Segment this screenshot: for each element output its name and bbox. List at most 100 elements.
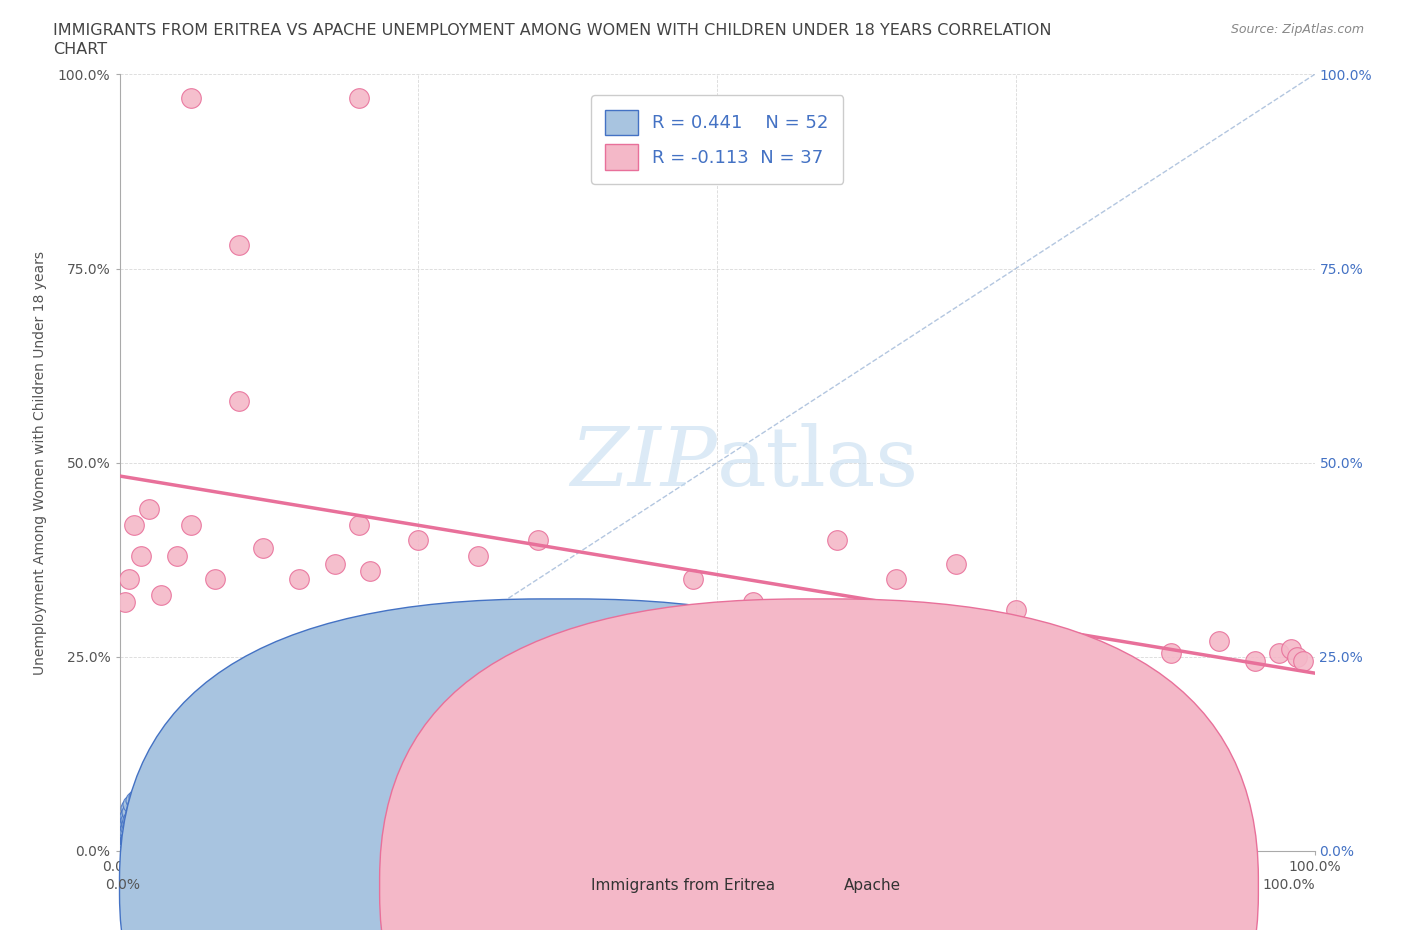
Point [118,813,141,828]
Point [145,758,166,773]
Legend: R = 0.441    N = 52, R = -0.113  N = 37: R = 0.441 N = 52, R = -0.113 N = 37 [591,95,844,184]
Point [323,556,346,571]
Point [124,801,146,816]
Point [129,549,152,564]
Text: 100.0%: 100.0% [1263,878,1315,893]
Point [1064,649,1087,664]
Text: IMMIGRANTS FROM ERITREA VS APACHE UNEMPLOYMENT AMONG WOMEN WITH CHILDREN UNDER 1: IMMIGRANTS FROM ERITREA VS APACHE UNEMPL… [53,23,1052,38]
Point [112,831,135,846]
Point [110,840,132,855]
Point [1160,645,1182,660]
Point [825,533,848,548]
Point [204,572,226,587]
Point [120,817,142,831]
Point [347,517,370,532]
Point [122,804,145,819]
Point [408,533,430,548]
Point [115,827,138,842]
Point [886,572,908,587]
Text: Source: ZipAtlas.com: Source: ZipAtlas.com [1230,23,1364,36]
Point [110,836,132,851]
Point [467,549,489,564]
Point [111,834,134,849]
Point [112,828,135,843]
Point [112,830,135,844]
Point [128,793,150,808]
Point [945,556,967,571]
Y-axis label: Unemployment Among Women with Children Under 18 years: Unemployment Among Women with Children U… [32,251,46,674]
Point [1208,634,1230,649]
Point [166,549,188,564]
Point [1285,649,1308,664]
Text: Apache: Apache [844,878,901,893]
Point [112,836,135,851]
Point [118,801,141,816]
Text: 0.0%: 0.0% [105,878,141,893]
Point [112,831,135,846]
Point [127,790,149,804]
Text: Immigrants from Eritrea: Immigrants from Eritrea [591,878,775,893]
Point [682,572,704,587]
Point [135,774,157,789]
Text: ZIP: ZIP [571,422,717,503]
Point [141,762,163,777]
Point [114,824,136,839]
Point [742,595,765,610]
Point [945,711,967,726]
Point [129,790,152,804]
Point [111,830,134,844]
Point [527,533,550,548]
Point [1268,645,1291,660]
Point [112,820,135,835]
Point [114,820,136,835]
Point [706,727,728,742]
Point [1292,653,1315,668]
Point [131,781,153,796]
Point [180,90,202,105]
Point [132,777,155,792]
Point [610,626,633,641]
Point [112,824,135,839]
Point [117,817,139,831]
Point [1244,653,1267,668]
Point [128,785,150,800]
Point [138,502,160,517]
Point [180,517,202,532]
Point [118,820,141,835]
Text: atlas: atlas [717,422,920,503]
Point [1279,642,1302,657]
Point [114,595,136,610]
Point [1112,658,1135,672]
Point [114,830,136,844]
Point [117,824,139,839]
Point [122,517,145,532]
Point [153,751,176,765]
Point [288,572,311,587]
Point [111,837,134,852]
Point [121,813,143,828]
Point [115,814,138,829]
Point [115,820,138,835]
Point [125,797,148,812]
Point [112,824,135,839]
Point [118,572,141,587]
Point [136,770,159,785]
Point [150,587,173,602]
Point [114,814,136,829]
Point [1004,603,1026,618]
Point [110,837,132,852]
Point [228,238,250,253]
Point [228,393,250,408]
Point [112,827,135,842]
Point [117,808,139,823]
Point [138,766,160,781]
Point [122,793,145,808]
Point [148,754,170,769]
Point [121,808,143,823]
Point [360,564,382,578]
Text: CHART: CHART [53,42,107,57]
Point [121,797,143,812]
Point [111,831,134,846]
Point [120,804,142,819]
Point [252,540,274,555]
